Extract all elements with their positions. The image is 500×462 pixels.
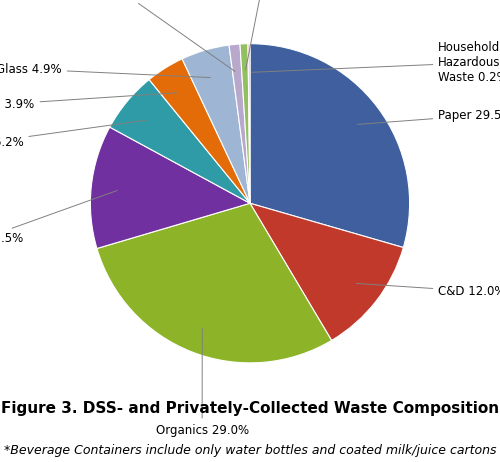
Text: Metal 3.9%: Metal 3.9% [0, 93, 178, 111]
Wedge shape [248, 44, 250, 203]
Wedge shape [240, 44, 250, 203]
Text: Glass 4.9%: Glass 4.9% [0, 63, 210, 78]
Wedge shape [97, 203, 332, 363]
Wedge shape [149, 59, 250, 203]
Text: Figure 3. DSS- and Privately-Collected Waste Composition: Figure 3. DSS- and Privately-Collected W… [1, 401, 499, 416]
Text: Paper 29.5%: Paper 29.5% [358, 109, 500, 124]
Text: C&D 12.0%: C&D 12.0% [356, 284, 500, 298]
Wedge shape [110, 79, 250, 203]
Text: Textiles 6.2%: Textiles 6.2% [0, 120, 146, 149]
Text: Household
Hazardous
Waste 0.2%: Household Hazardous Waste 0.2% [252, 41, 500, 85]
Wedge shape [250, 203, 404, 340]
Wedge shape [250, 44, 410, 248]
Text: Plastic 12.5%: Plastic 12.5% [0, 190, 117, 245]
Text: Inorganics 1.1%: Inorganics 1.1% [76, 0, 235, 72]
Text: Organics 29.0%: Organics 29.0% [156, 328, 248, 437]
Wedge shape [229, 44, 250, 203]
Wedge shape [90, 127, 250, 249]
Text: *Beverage Containers include only water bottles and coated milk/juice cartons: *Beverage Containers include only water … [4, 444, 496, 457]
Text: Beverage
Containers*
0.8%: Beverage Containers* 0.8% [234, 0, 304, 70]
Wedge shape [182, 45, 250, 203]
